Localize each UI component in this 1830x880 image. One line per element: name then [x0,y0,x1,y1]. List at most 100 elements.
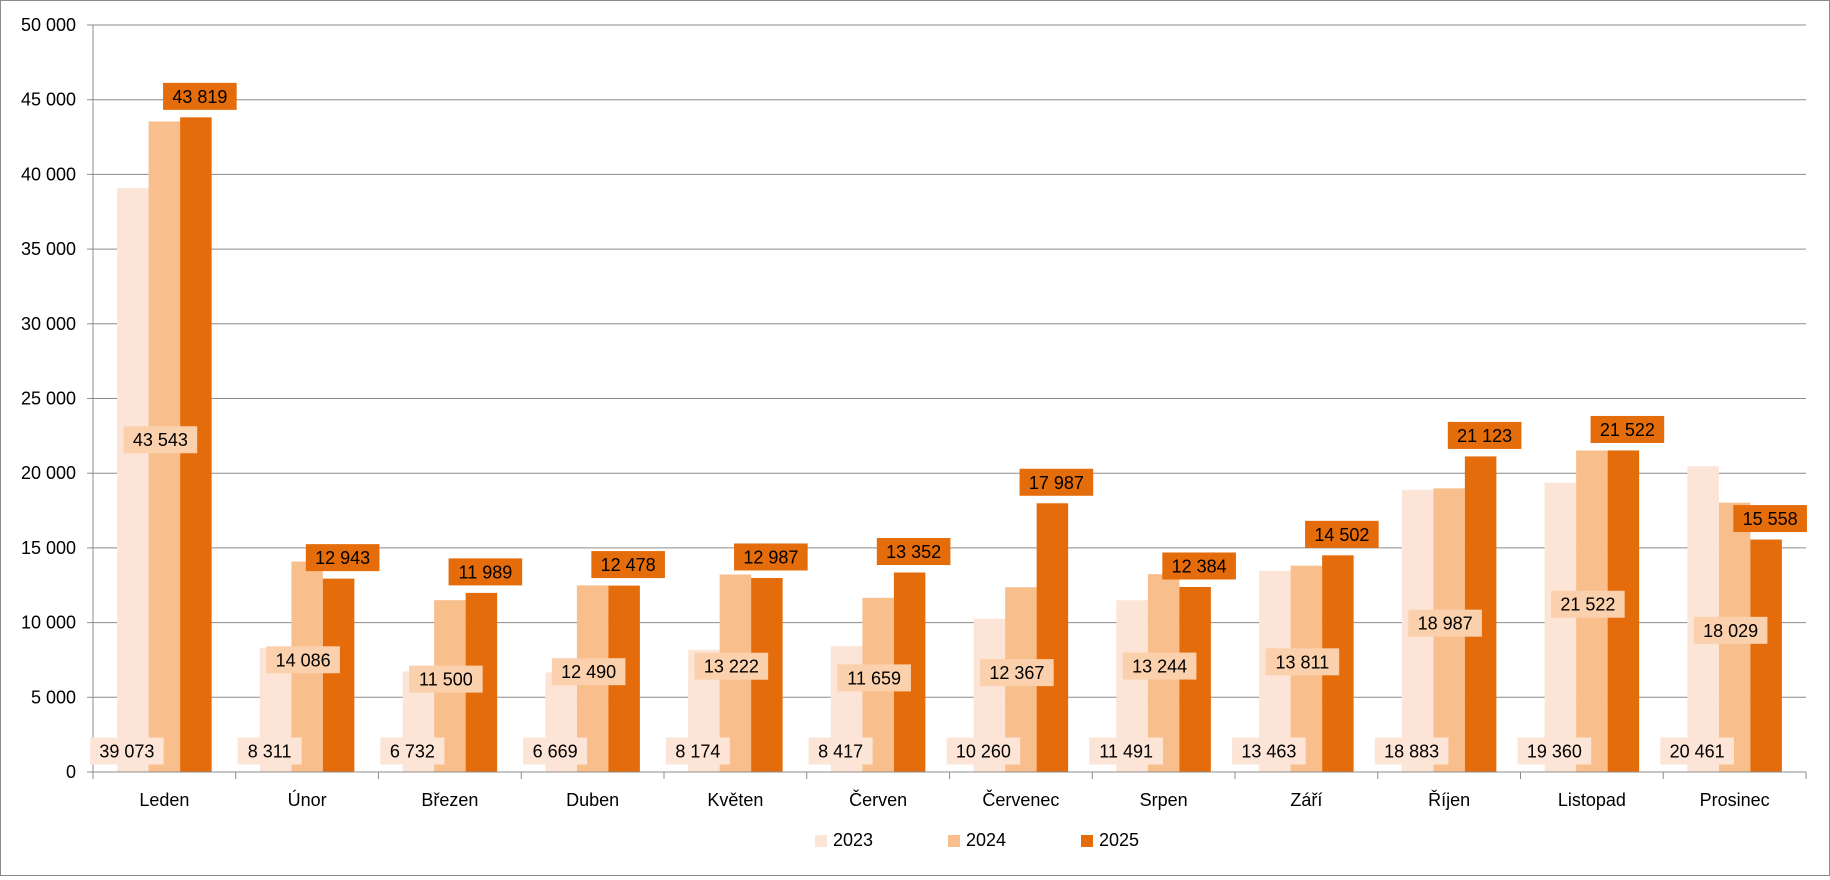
data-label-2025-Leden: 43 819 [163,82,237,110]
data-label-2023-Říjen: 18 883 [1374,737,1449,765]
data-label-text: 43 819 [172,87,227,107]
legend: 2023 2024 2025 [815,830,1139,850]
data-label-box [305,544,380,572]
legend-label: 2024 [966,830,1006,850]
data-labels: 39 073 43 543 43 819 8 311 14 086 12 943 6 732… [90,82,1807,765]
legend-label: 2025 [1099,830,1139,850]
data-label-text: 18 987 [1418,614,1473,634]
data-label-box [523,737,588,765]
x-tick-label: Červen [849,789,907,810]
axes: 0 5 000 10 000 15 000 20 000 25 000 30 000 35 0… [21,15,1807,810]
data-label-text: 13 352 [886,542,941,562]
data-label-text: 8 417 [818,742,863,762]
data-label-2024-Srpen: 13 244 [1122,652,1197,680]
data-label-text: 15 558 [1743,509,1798,529]
data-label-text: 12 384 [1172,556,1227,576]
data-label-box [1447,421,1522,449]
data-label-text: 12 987 [743,547,798,567]
data-label-2025-Srpen: 12 384 [1162,552,1236,580]
bar-2025-Únor [322,578,355,772]
data-label-text: 14 086 [276,650,331,670]
data-label-2025-Září: 14 502 [1305,520,1379,548]
y-tick-label: 15 000 [21,538,76,558]
data-label-text: 10 260 [956,742,1011,762]
bar-2023-Listopad [1544,482,1577,772]
data-label-text: 21 522 [1560,595,1615,615]
data-label-text: 13 244 [1132,657,1187,677]
data-label-box [1232,737,1306,765]
data-label-box [123,426,198,454]
data-label-2023-Únor: 8 311 [237,737,302,765]
data-label-box [1693,616,1768,644]
data-label-2024-Únor: 14 086 [266,646,340,674]
legend-swatch [815,835,827,847]
data-label-text: 19 360 [1527,742,1582,762]
data-label-box [1374,737,1449,765]
data-label-2023-Prosinec: 20 461 [1660,737,1734,765]
data-label-text: 13 222 [704,657,759,677]
bar-2025-Červenec [1036,503,1069,772]
data-label-text: 14 502 [1314,525,1369,545]
data-label-box [665,737,730,765]
legend-swatch [1081,835,1093,847]
data-label-box [1408,609,1482,637]
data-label-2025-Prosinec: 15 558 [1733,505,1807,533]
y-tick-label: 10 000 [21,613,76,633]
x-tick-label: Září [1290,790,1322,810]
data-label-text: 12 367 [989,663,1044,683]
data-label-text: 11 500 [419,670,473,690]
data-label-2023-Duben: 6 669 [523,737,588,765]
data-label-2024-Březen: 11 500 [409,665,483,693]
bar-2023-Leden [117,188,149,772]
y-tick-label: 20 000 [21,463,76,483]
data-label-2025-Březen: 11 989 [448,558,523,586]
data-label-box [1019,468,1094,496]
y-tick-label: 35 000 [21,239,76,259]
data-label-text: 6 732 [390,742,435,762]
data-label-2025-Květen: 12 987 [734,543,808,571]
data-label-2023-Červen: 8 417 [808,737,873,765]
y-tick-label: 5 000 [31,687,76,707]
data-label-box [591,551,665,579]
y-tick-label: 40 000 [21,164,76,184]
x-tick-label: Prosinec [1700,790,1770,810]
x-tick-label: Červenec [982,789,1059,810]
data-label-2023-Listopad: 19 360 [1517,737,1592,765]
data-label-2023-Březen: 6 732 [380,737,445,765]
bar-2025-Prosinec [1750,539,1782,772]
x-tick-label: Duben [566,790,619,810]
data-label-box [694,652,769,680]
data-label-2025-Listopad: 21 522 [1590,415,1665,443]
data-label-text: 20 461 [1670,742,1725,762]
y-tick-label: 0 [66,762,76,782]
x-tick-label: Únor [288,789,327,810]
data-label-text: 11 659 [847,668,901,688]
data-label-box [90,737,164,765]
data-label-2024-Červenec: 12 367 [980,659,1054,687]
y-tick-label: 45 000 [21,90,76,110]
data-label-2024-Listopad: 21 522 [1551,590,1625,618]
legend-item-2024: 2024 [948,830,1006,850]
data-label-box [448,558,523,586]
data-label-box [1660,737,1734,765]
data-label-box [237,737,302,765]
data-label-2023-Květen: 8 174 [665,737,730,765]
data-label-text: 6 669 [533,742,578,762]
data-label-2024-Leden: 43 543 [123,426,198,454]
data-label-box [808,737,873,765]
data-label-box [734,543,808,571]
data-label-text: 11 989 [459,562,513,582]
data-label-box [1162,552,1236,580]
x-tick-label: Květen [707,790,763,810]
x-tick-label: Listopad [1558,790,1626,810]
data-label-box [1305,520,1379,548]
data-label-box [1089,737,1163,765]
data-label-2024-Prosinec: 18 029 [1693,616,1768,644]
data-label-2024-Duben: 12 490 [551,658,626,686]
data-label-2025-Únor: 12 943 [305,544,380,572]
legend-swatch [948,835,960,847]
data-label-2024-Červen: 11 659 [837,664,911,692]
legend-item-2023: 2023 [815,830,873,850]
x-tick-label: Říjen [1428,790,1470,810]
